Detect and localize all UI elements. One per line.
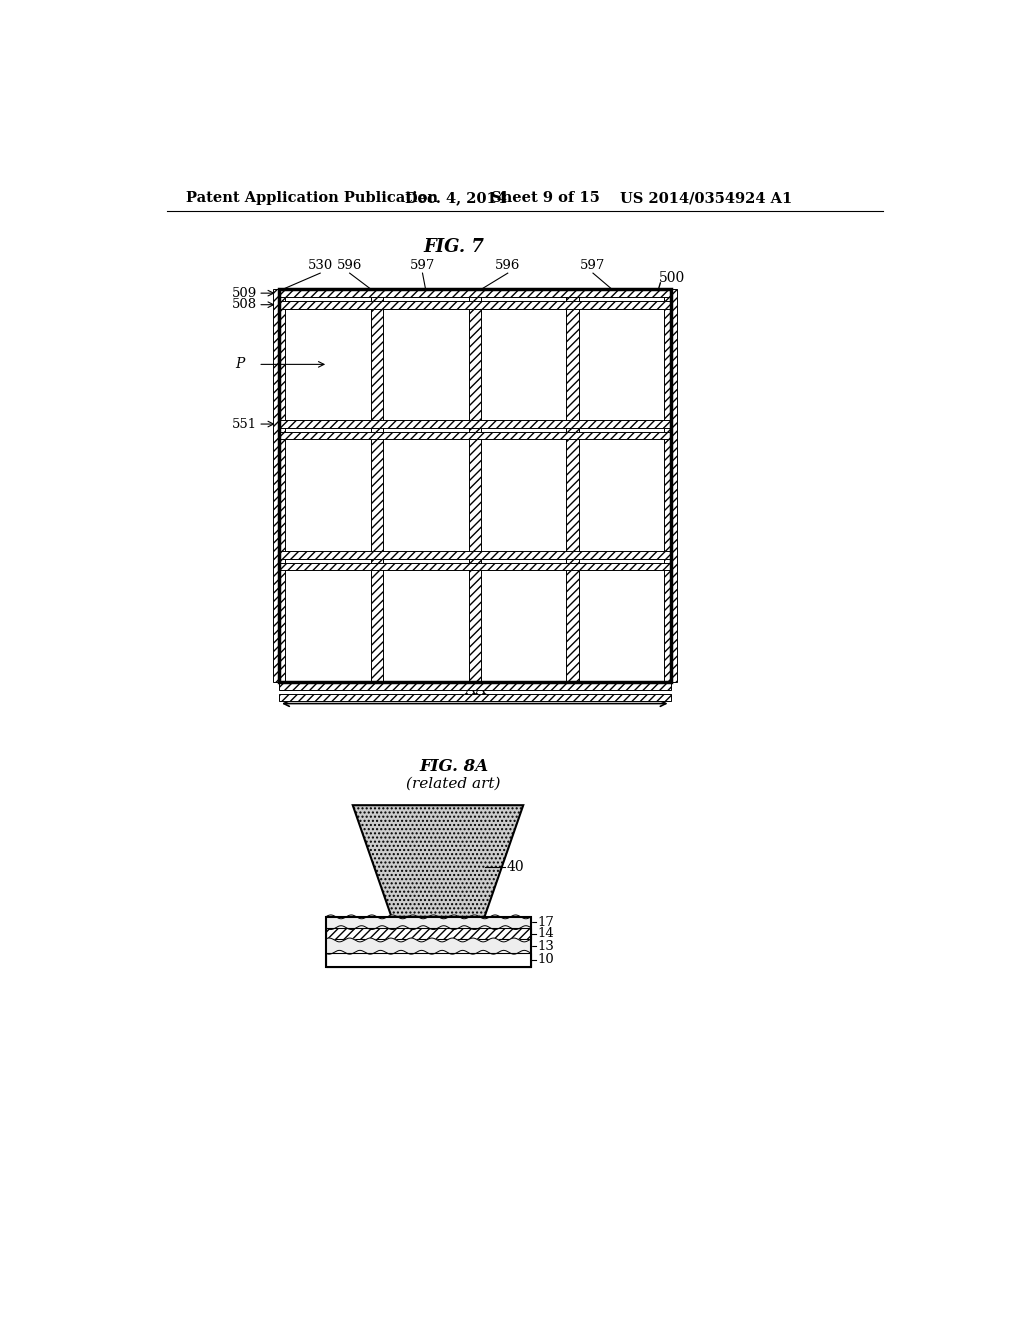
Text: US 2014/0354924 A1: US 2014/0354924 A1: [621, 191, 793, 206]
Bar: [280, 693, 671, 701]
Text: Patent Application Publication: Patent Application Publication: [186, 191, 438, 206]
Bar: [326, 928, 531, 940]
Bar: [280, 432, 671, 440]
Bar: [280, 289, 671, 682]
Bar: [326, 917, 531, 966]
Bar: [326, 953, 531, 966]
Text: 597: 597: [581, 259, 605, 272]
Text: 508: 508: [232, 298, 257, 312]
Text: 40: 40: [506, 859, 524, 874]
Text: 500: 500: [658, 271, 685, 285]
Text: 530: 530: [307, 259, 333, 272]
Text: 596: 596: [495, 259, 520, 272]
Polygon shape: [352, 805, 523, 917]
Text: 17: 17: [538, 916, 554, 929]
Bar: [280, 562, 671, 570]
Bar: [280, 682, 671, 689]
Text: 596: 596: [337, 259, 362, 272]
Bar: [371, 289, 383, 682]
Text: 551: 551: [232, 417, 257, 430]
Text: P: P: [234, 358, 245, 371]
Bar: [566, 289, 579, 682]
Text: 14: 14: [538, 927, 554, 940]
Text: (related art): (related art): [407, 776, 501, 791]
Bar: [280, 289, 671, 682]
Bar: [665, 289, 677, 682]
Text: 597: 597: [410, 259, 435, 272]
Text: Sheet 9 of 15: Sheet 9 of 15: [490, 191, 600, 206]
Bar: [280, 420, 671, 428]
Text: 13: 13: [538, 940, 554, 953]
Bar: [469, 289, 481, 682]
Text: FIG. 8A: FIG. 8A: [419, 758, 488, 775]
Text: Dec. 4, 2014: Dec. 4, 2014: [406, 191, 507, 206]
Bar: [326, 917, 531, 966]
Bar: [280, 289, 671, 297]
Text: AA: AA: [464, 684, 485, 697]
Text: 10: 10: [538, 953, 554, 966]
Text: 509: 509: [232, 286, 257, 300]
Text: FIG. 7: FIG. 7: [423, 238, 484, 256]
Bar: [280, 301, 671, 309]
Bar: [280, 552, 671, 558]
Bar: [273, 289, 286, 682]
